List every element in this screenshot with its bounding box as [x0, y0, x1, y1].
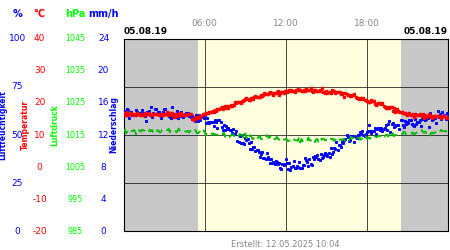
- Text: 50: 50: [11, 130, 23, 140]
- Text: 8: 8: [101, 162, 106, 172]
- Text: 25: 25: [11, 178, 23, 188]
- Text: 985: 985: [68, 227, 83, 236]
- Text: 4: 4: [101, 195, 106, 204]
- Text: 20: 20: [98, 66, 109, 75]
- Text: 1045: 1045: [66, 34, 86, 43]
- Text: 24: 24: [98, 34, 109, 43]
- Text: 12: 12: [98, 130, 109, 140]
- Text: 0: 0: [37, 162, 42, 172]
- Text: 18:00: 18:00: [354, 19, 380, 28]
- Text: 16: 16: [98, 98, 109, 108]
- Text: 06:00: 06:00: [192, 19, 218, 28]
- Text: 20: 20: [34, 98, 45, 108]
- Text: 100: 100: [9, 34, 26, 43]
- Text: 10: 10: [34, 130, 45, 140]
- Text: 75: 75: [11, 82, 23, 91]
- Text: Erstellt: 12.05.2025 10:04: Erstellt: 12.05.2025 10:04: [231, 240, 340, 249]
- Bar: [198, 39, 400, 231]
- Text: 05.08.19: 05.08.19: [404, 27, 448, 36]
- Text: -20: -20: [32, 227, 47, 236]
- Text: 0: 0: [14, 227, 20, 236]
- Text: 12:00: 12:00: [273, 19, 299, 28]
- Text: mm/h: mm/h: [88, 9, 119, 19]
- Text: Luftfeuchtigkeit: Luftfeuchtigkeit: [0, 90, 8, 160]
- Text: 1005: 1005: [66, 162, 86, 172]
- Text: Temperatur: Temperatur: [21, 100, 30, 150]
- Text: -10: -10: [32, 195, 47, 204]
- Text: °C: °C: [34, 9, 45, 19]
- Text: 40: 40: [34, 34, 45, 43]
- Text: Luftdruck: Luftdruck: [50, 104, 59, 146]
- Text: 05.08.19: 05.08.19: [124, 27, 168, 36]
- Text: 30: 30: [34, 66, 45, 75]
- Text: Niederschlag: Niederschlag: [109, 96, 118, 154]
- Text: 995: 995: [68, 195, 83, 204]
- Text: %: %: [12, 9, 22, 19]
- Text: 1015: 1015: [66, 130, 86, 140]
- Text: hPa: hPa: [65, 9, 86, 19]
- Text: 1035: 1035: [66, 66, 86, 75]
- Text: 0: 0: [101, 227, 106, 236]
- Text: 1025: 1025: [66, 98, 86, 108]
